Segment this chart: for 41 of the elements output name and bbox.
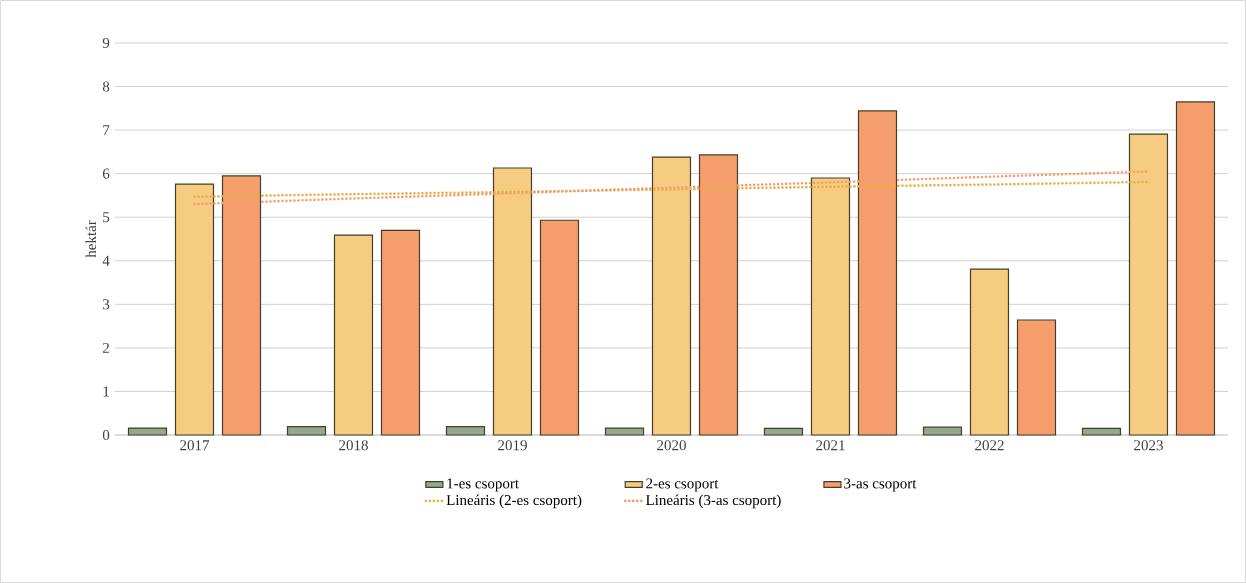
x-tick-label: 2019 bbox=[498, 440, 527, 451]
bar bbox=[1175, 101, 1216, 436]
y-tick-label: 7 bbox=[103, 125, 110, 136]
bar bbox=[127, 427, 168, 436]
y-axis-title: hektár bbox=[85, 220, 97, 258]
x-tick-label: 2018 bbox=[339, 440, 368, 451]
y-tick-label: 1 bbox=[103, 386, 109, 397]
bar bbox=[1016, 319, 1057, 436]
bar bbox=[286, 426, 327, 436]
x-tick-label: 2023 bbox=[1134, 440, 1163, 451]
bar bbox=[380, 229, 421, 436]
x-tick-label: 2017 bbox=[180, 440, 210, 451]
legend-label: Lineáris (2-es csoport) bbox=[446, 494, 582, 509]
x-tick-label: 2022 bbox=[975, 440, 1004, 451]
y-tick-label: 6 bbox=[102, 168, 110, 179]
bar bbox=[445, 426, 486, 436]
legend-label: 3-as csoport bbox=[844, 478, 917, 492]
bar bbox=[604, 427, 645, 436]
bar bbox=[1081, 427, 1122, 436]
bar bbox=[651, 156, 692, 436]
bar bbox=[969, 268, 1010, 436]
bar bbox=[492, 167, 533, 436]
y-tick-label: 4 bbox=[102, 255, 110, 266]
y-tick-label: 5 bbox=[103, 212, 110, 223]
bar bbox=[810, 177, 851, 436]
y-tick-label: 8 bbox=[102, 81, 110, 92]
bar bbox=[333, 234, 374, 436]
x-tick-label: 2020 bbox=[657, 440, 686, 451]
bar bbox=[539, 219, 580, 436]
y-tick-label: 9 bbox=[102, 37, 110, 49]
y-tick-label: 0 bbox=[102, 429, 110, 441]
y-tick-label: 3 bbox=[103, 299, 110, 310]
bar bbox=[763, 427, 804, 436]
y-tick-label: 2 bbox=[102, 342, 109, 353]
x-tick-label: 2021 bbox=[816, 440, 845, 451]
legend-label: 2-es csoport bbox=[646, 478, 719, 492]
legend-label: 1-es csoport bbox=[447, 478, 519, 492]
bar bbox=[174, 183, 215, 436]
bar bbox=[1128, 133, 1169, 436]
legend-label: Lineáris (3-as csoport) bbox=[645, 494, 781, 509]
bar bbox=[922, 426, 963, 436]
